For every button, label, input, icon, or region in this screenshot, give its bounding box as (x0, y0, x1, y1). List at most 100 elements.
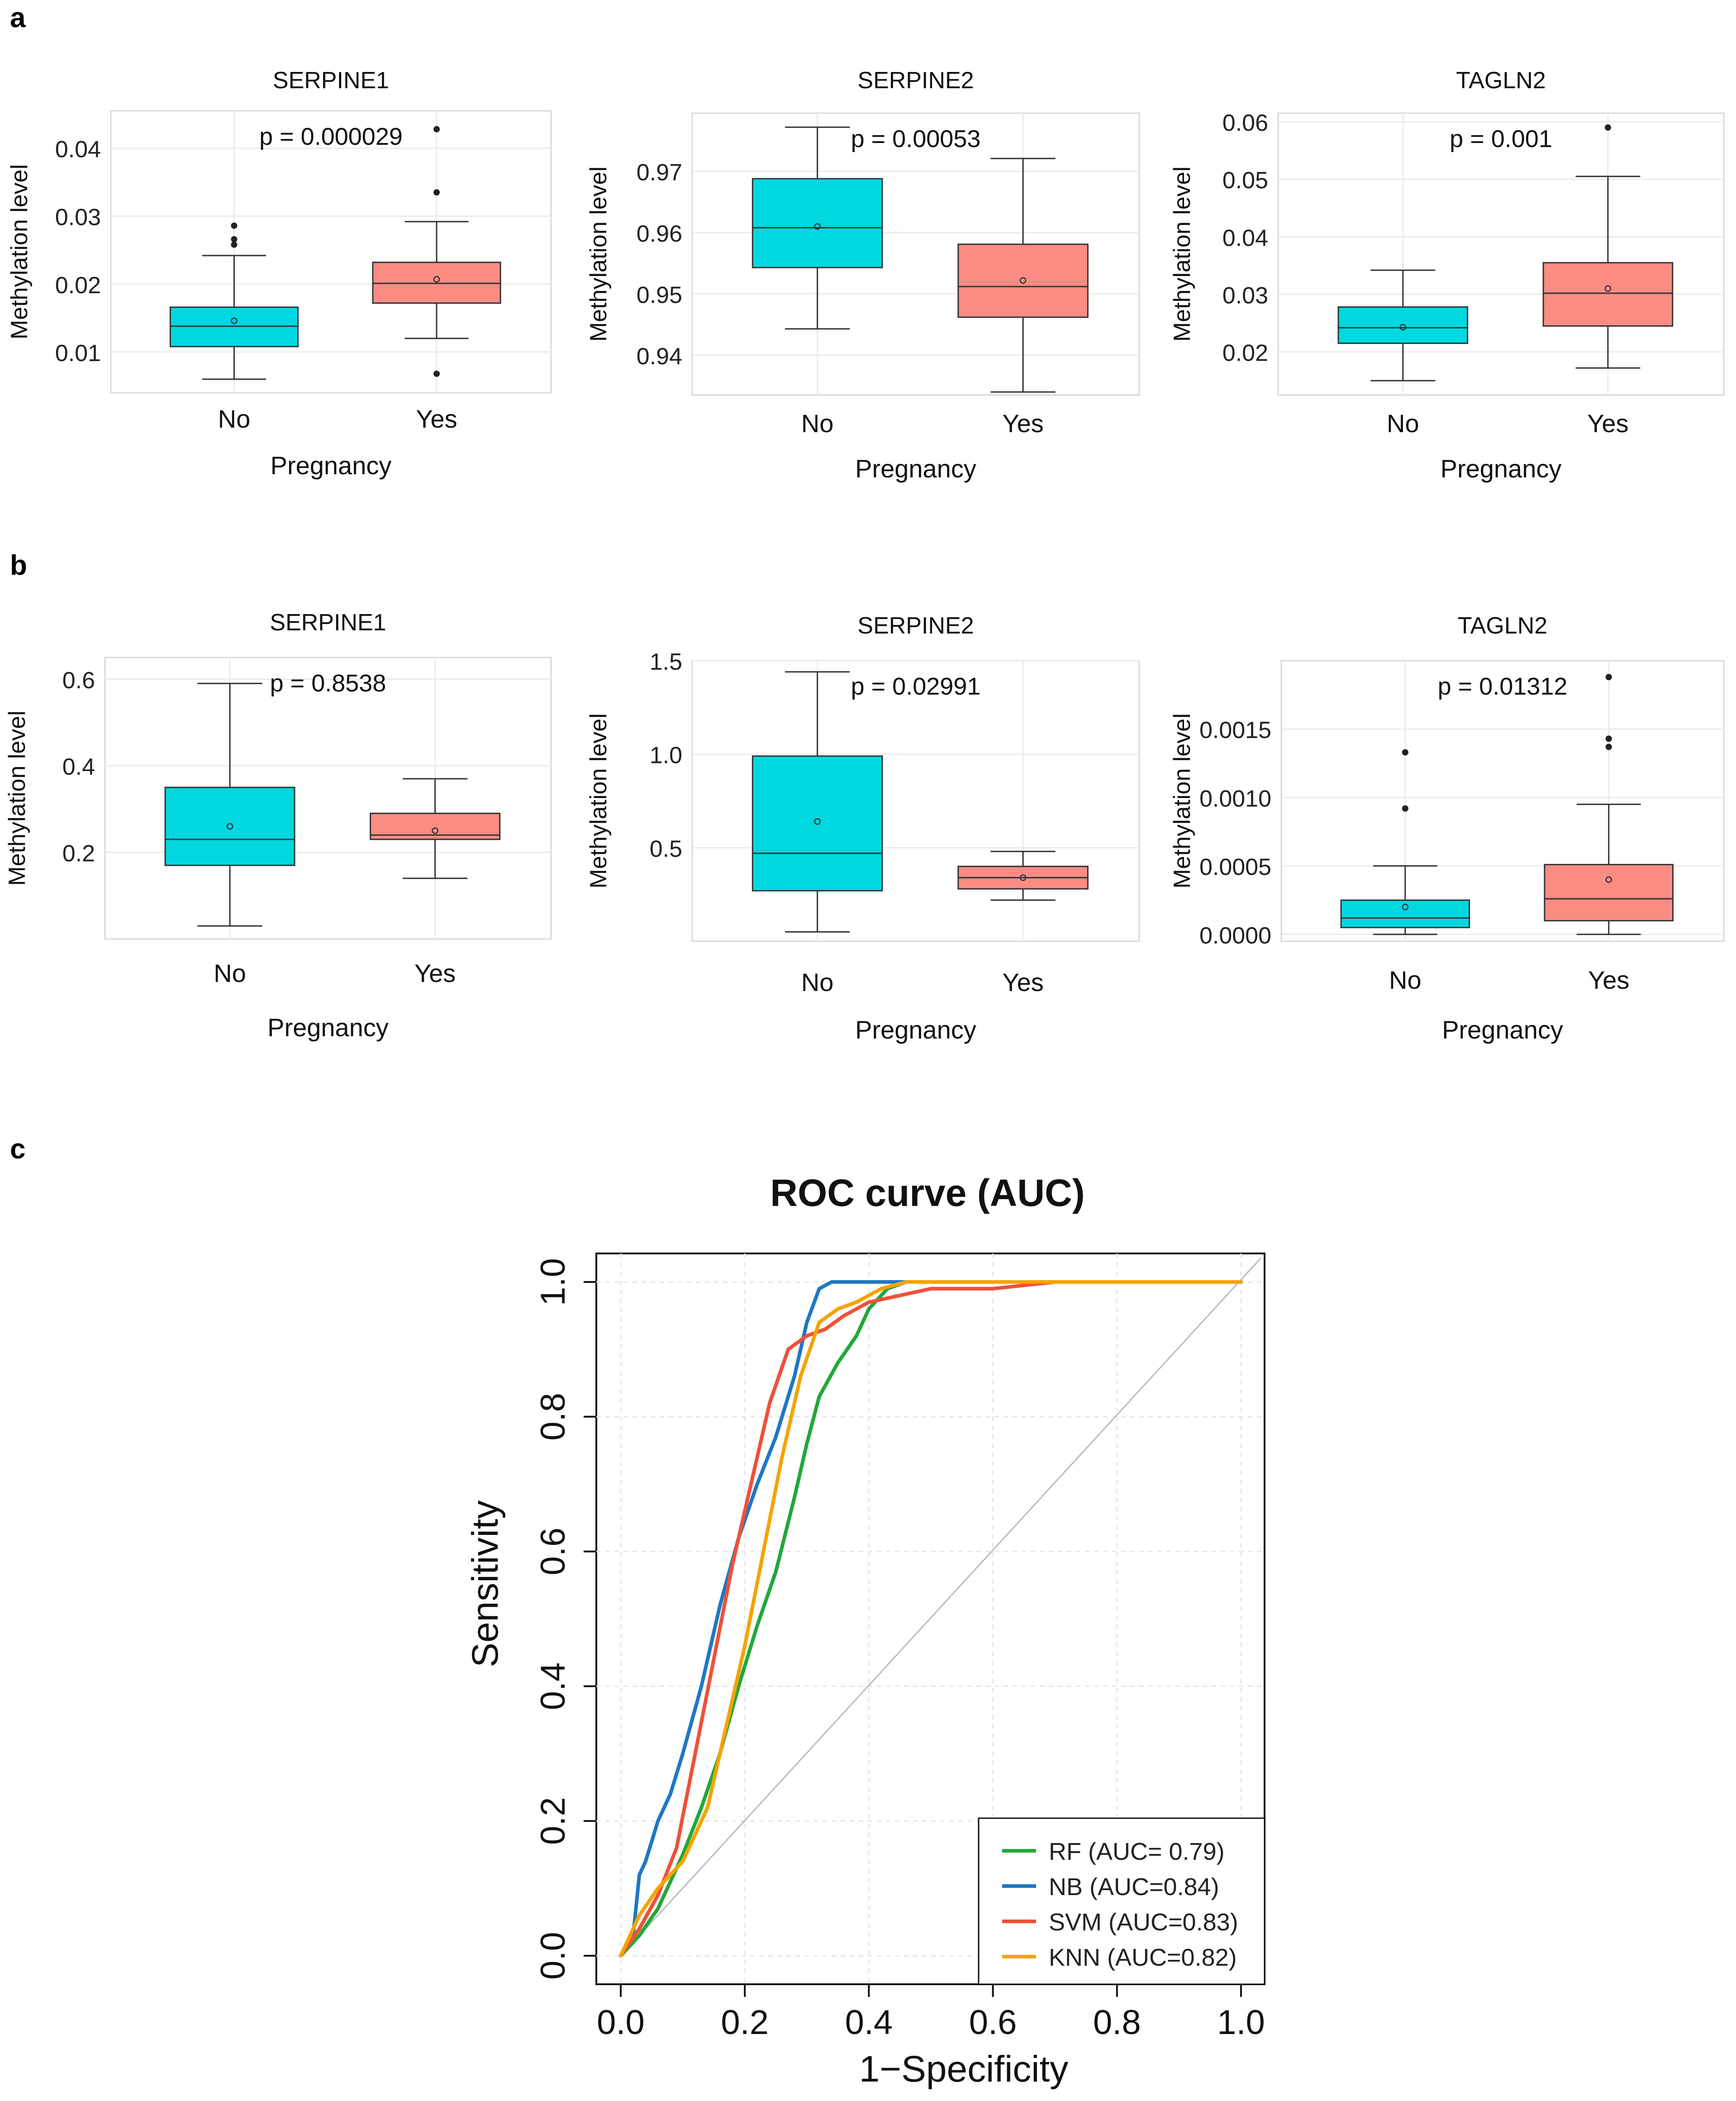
y-axis-title: Methylation level (1169, 167, 1195, 342)
y-tick-label: 1.0 (650, 743, 682, 769)
box-yes (372, 262, 501, 304)
plot-panel (1277, 112, 1725, 396)
y-tick-label: 0.6 (534, 1528, 572, 1576)
mean-marker-yes (1605, 876, 1612, 883)
x-tick-label: 0.8 (1093, 2003, 1141, 2042)
y-tick-label: 0.0015 (1199, 717, 1271, 743)
outlier-point-no (1402, 749, 1408, 756)
y-tick-label: 0.97 (637, 160, 682, 186)
outlier-point-yes (1605, 743, 1612, 750)
y-tick-label: 0.05 (1222, 167, 1268, 194)
legend-label-rf: RF (AUC= 0.79) (1049, 1838, 1225, 1865)
y-tick-label: 0.2 (62, 841, 95, 867)
legend-label-svm: SVM (AUC=0.83) (1049, 1909, 1238, 1936)
legend-label-knn: KNN (AUC=0.82) (1049, 1944, 1237, 1971)
p-value-label: p = 0.00053 (851, 125, 981, 152)
mean-marker-no (226, 823, 233, 830)
outlier-point-yes (1604, 124, 1611, 131)
box-plot-a-tagln2: 0.02 0.03 0.04 0.05 0.06 No Yes p = 0.001 TAGLN2… (1169, 67, 1725, 483)
p-value-label: p = 0.01312 (1438, 673, 1568, 700)
roc-chart: 0.0 0.2 0.4 0.6 0.8 1.0 0.0 0.2 0.4 0.6 0.8 1.0 ROC … (465, 1172, 1265, 2090)
outlier-point-yes (1605, 674, 1612, 681)
box-yes (957, 243, 1089, 318)
y-axis-title: Methylation level (6, 164, 33, 339)
y-axis-title: Methylation level (585, 167, 612, 342)
y-axis-title: Sensitivity (465, 1500, 506, 1667)
x-axis-title: Pregnancy (267, 1013, 389, 1042)
panel-label-c: c (10, 1134, 25, 1165)
x-tick-label: No (801, 409, 834, 438)
y-axis-title: Methylation level (585, 713, 612, 888)
plot-title: TAGLN2 (1458, 613, 1547, 639)
outlier-point-no (1402, 805, 1408, 812)
mean-marker-yes (1604, 285, 1612, 292)
roc-curve-svm (619, 1280, 1243, 1958)
roc-title: ROC curve (AUC) (770, 1172, 1084, 1214)
x-tick-label: Yes (416, 405, 457, 433)
x-tick-label: Yes (414, 959, 456, 987)
y-tick-label: 0.4 (534, 1663, 572, 1710)
x-tick-label: Yes (1588, 966, 1629, 994)
y-axis-title: Methylation level (4, 710, 30, 886)
x-axis-title: Pregnancy (855, 454, 976, 483)
outlier-point-yes (1605, 735, 1612, 742)
x-tick-label: Yes (1002, 409, 1043, 438)
outlier-point-yes (433, 370, 440, 377)
box-plot-a-serpine2: 0.94 0.95 0.96 0.97 No Yes p = 0.00053 SERPINE2… (585, 67, 1140, 483)
mean-marker-no (1399, 324, 1407, 331)
p-value-label: p = 0.02991 (851, 673, 981, 700)
y-tick-label: 0.01 (55, 340, 101, 367)
x-tick-label: No (214, 959, 246, 987)
x-tick-label: Yes (1587, 409, 1628, 438)
mean-marker-no (814, 223, 821, 230)
y-tick-label: 0.0005 (1199, 854, 1271, 881)
x-tick-label: 1.0 (1217, 2003, 1265, 2042)
x-tick-label: Yes (1002, 968, 1043, 996)
x-axis-title: Pregnancy (271, 451, 392, 480)
x-axis-title: 1−Specificity (859, 2049, 1069, 2090)
x-axis-title: Pregnancy (1442, 1015, 1563, 1044)
box-plot-b-tagln2: 0.0000 0.0005 0.0010 0.0015 No Yes p = 0.01312… (1169, 613, 1725, 1044)
box-plot-b-serpine2: 0.5 1.0 1.5 No Yes p = 0.02991 SERPINE2 Pregnan… (585, 613, 1140, 1044)
x-tick-label: 0.6 (969, 2003, 1017, 2042)
x-tick-label: No (218, 405, 251, 433)
plot-title: TAGLN2 (1456, 67, 1546, 94)
mean-marker-no (814, 818, 821, 825)
mean-marker-yes (433, 276, 440, 283)
y-tick-label: 0.02 (1222, 340, 1268, 367)
chance-diagonal-line (620, 1257, 1262, 1957)
roc-curve-knn (619, 1280, 1243, 1958)
y-tick-label: 0.8 (534, 1393, 572, 1441)
plot-title: SERPINE1 (273, 67, 389, 94)
y-tick-label: 0.03 (55, 205, 101, 231)
y-tick-label: 1.0 (534, 1258, 572, 1306)
x-tick-label: No (1387, 409, 1419, 438)
y-tick-label: 1.5 (650, 649, 682, 675)
plot-panel (110, 110, 552, 394)
plot-title: SERPINE2 (857, 67, 974, 94)
y-tick-label: 0.95 (637, 282, 682, 309)
p-value-label: p = 0.8538 (270, 670, 386, 697)
roc-curve-nb (619, 1280, 1243, 1958)
y-tick-label: 0.06 (1222, 110, 1268, 136)
plot-title: SERPINE1 (270, 610, 386, 636)
outlier-point-no (231, 236, 238, 243)
x-tick-label: No (1389, 966, 1422, 994)
p-value-label: p = 0.001 (1450, 125, 1552, 152)
outlier-point-no (231, 222, 238, 229)
box-no (164, 786, 295, 866)
x-tick-label: 0.4 (845, 2003, 893, 2042)
y-tick-label: 0.6 (62, 667, 95, 694)
box-yes (1544, 864, 1674, 922)
panel-label-a: a (10, 2, 26, 33)
mean-marker-yes (1019, 874, 1027, 881)
roc-legend: RF (AUC= 0.79) NB (AUC=0.84) SVM (AUC=0.83… (978, 1817, 1265, 1985)
x-tick-label: 0.2 (721, 2003, 769, 2042)
x-axis-title: Pregnancy (1441, 454, 1562, 483)
mean-marker-yes (432, 827, 438, 834)
mean-marker-no (231, 317, 238, 324)
mean-marker-yes (1019, 277, 1027, 284)
y-tick-label: 0.04 (55, 137, 101, 163)
p-value-label: p = 0.000029 (259, 123, 403, 150)
